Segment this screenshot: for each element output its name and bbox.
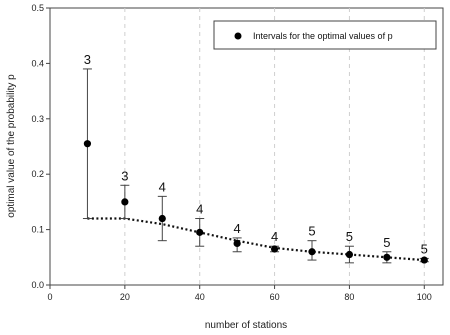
data-label: 4 <box>196 202 203 217</box>
data-label: 5 <box>308 224 315 239</box>
x-tick-label: 40 <box>195 292 205 302</box>
x-tick-label: 60 <box>270 292 280 302</box>
y-axis-label: optimal value of the probability p <box>6 74 17 218</box>
data-label: 3 <box>121 168 128 183</box>
data-point <box>121 198 129 206</box>
y-ticks: 0.0 0.1 0.2 0.3 0.4 0.5 <box>31 3 50 290</box>
data-point <box>158 214 166 223</box>
x-axis-label: number of stations <box>205 320 287 331</box>
x-tick-label: 0 <box>47 292 52 302</box>
data-point <box>270 245 279 253</box>
data-labels: 3 3 4 4 4 4 5 5 5 5 <box>84 52 428 256</box>
y-tick-label: 0.3 <box>31 114 44 124</box>
data-point <box>420 256 428 264</box>
data-point <box>233 239 241 248</box>
data-points <box>83 140 428 264</box>
y-tick-label: 0.0 <box>31 280 44 290</box>
data-label: 5 <box>346 229 353 244</box>
legend-marker <box>234 32 242 40</box>
y-tick-label: 0.1 <box>31 225 44 235</box>
grid <box>124 8 425 285</box>
data-point <box>383 253 391 261</box>
x-tick-label: 100 <box>417 292 432 302</box>
data-label: 5 <box>421 241 428 256</box>
y-tick-label: 0.5 <box>31 3 44 13</box>
data-label: 3 <box>84 52 91 67</box>
data-point <box>308 248 316 256</box>
data-label: 4 <box>159 179 166 194</box>
y-tick-label: 0.2 <box>31 169 44 179</box>
plot-area <box>49 7 444 286</box>
x-tick-label: 80 <box>344 292 354 302</box>
legend-text: Intervals for the optimal values of p <box>253 31 393 41</box>
data-point <box>196 228 204 236</box>
x-tick-label: 20 <box>120 292 130 302</box>
x-ticks: 0 20 40 60 80 100 <box>47 285 432 302</box>
data-label: 5 <box>383 235 390 250</box>
data-label: 4 <box>271 229 278 244</box>
legend-box <box>213 20 437 50</box>
legend: Intervals for the optimal values of p <box>213 20 437 50</box>
data-point <box>345 250 354 259</box>
data-label: 4 <box>234 221 241 236</box>
y-tick-label: 0.4 <box>31 58 44 68</box>
data-point <box>83 140 92 148</box>
lower-bound-line <box>87 217 425 262</box>
